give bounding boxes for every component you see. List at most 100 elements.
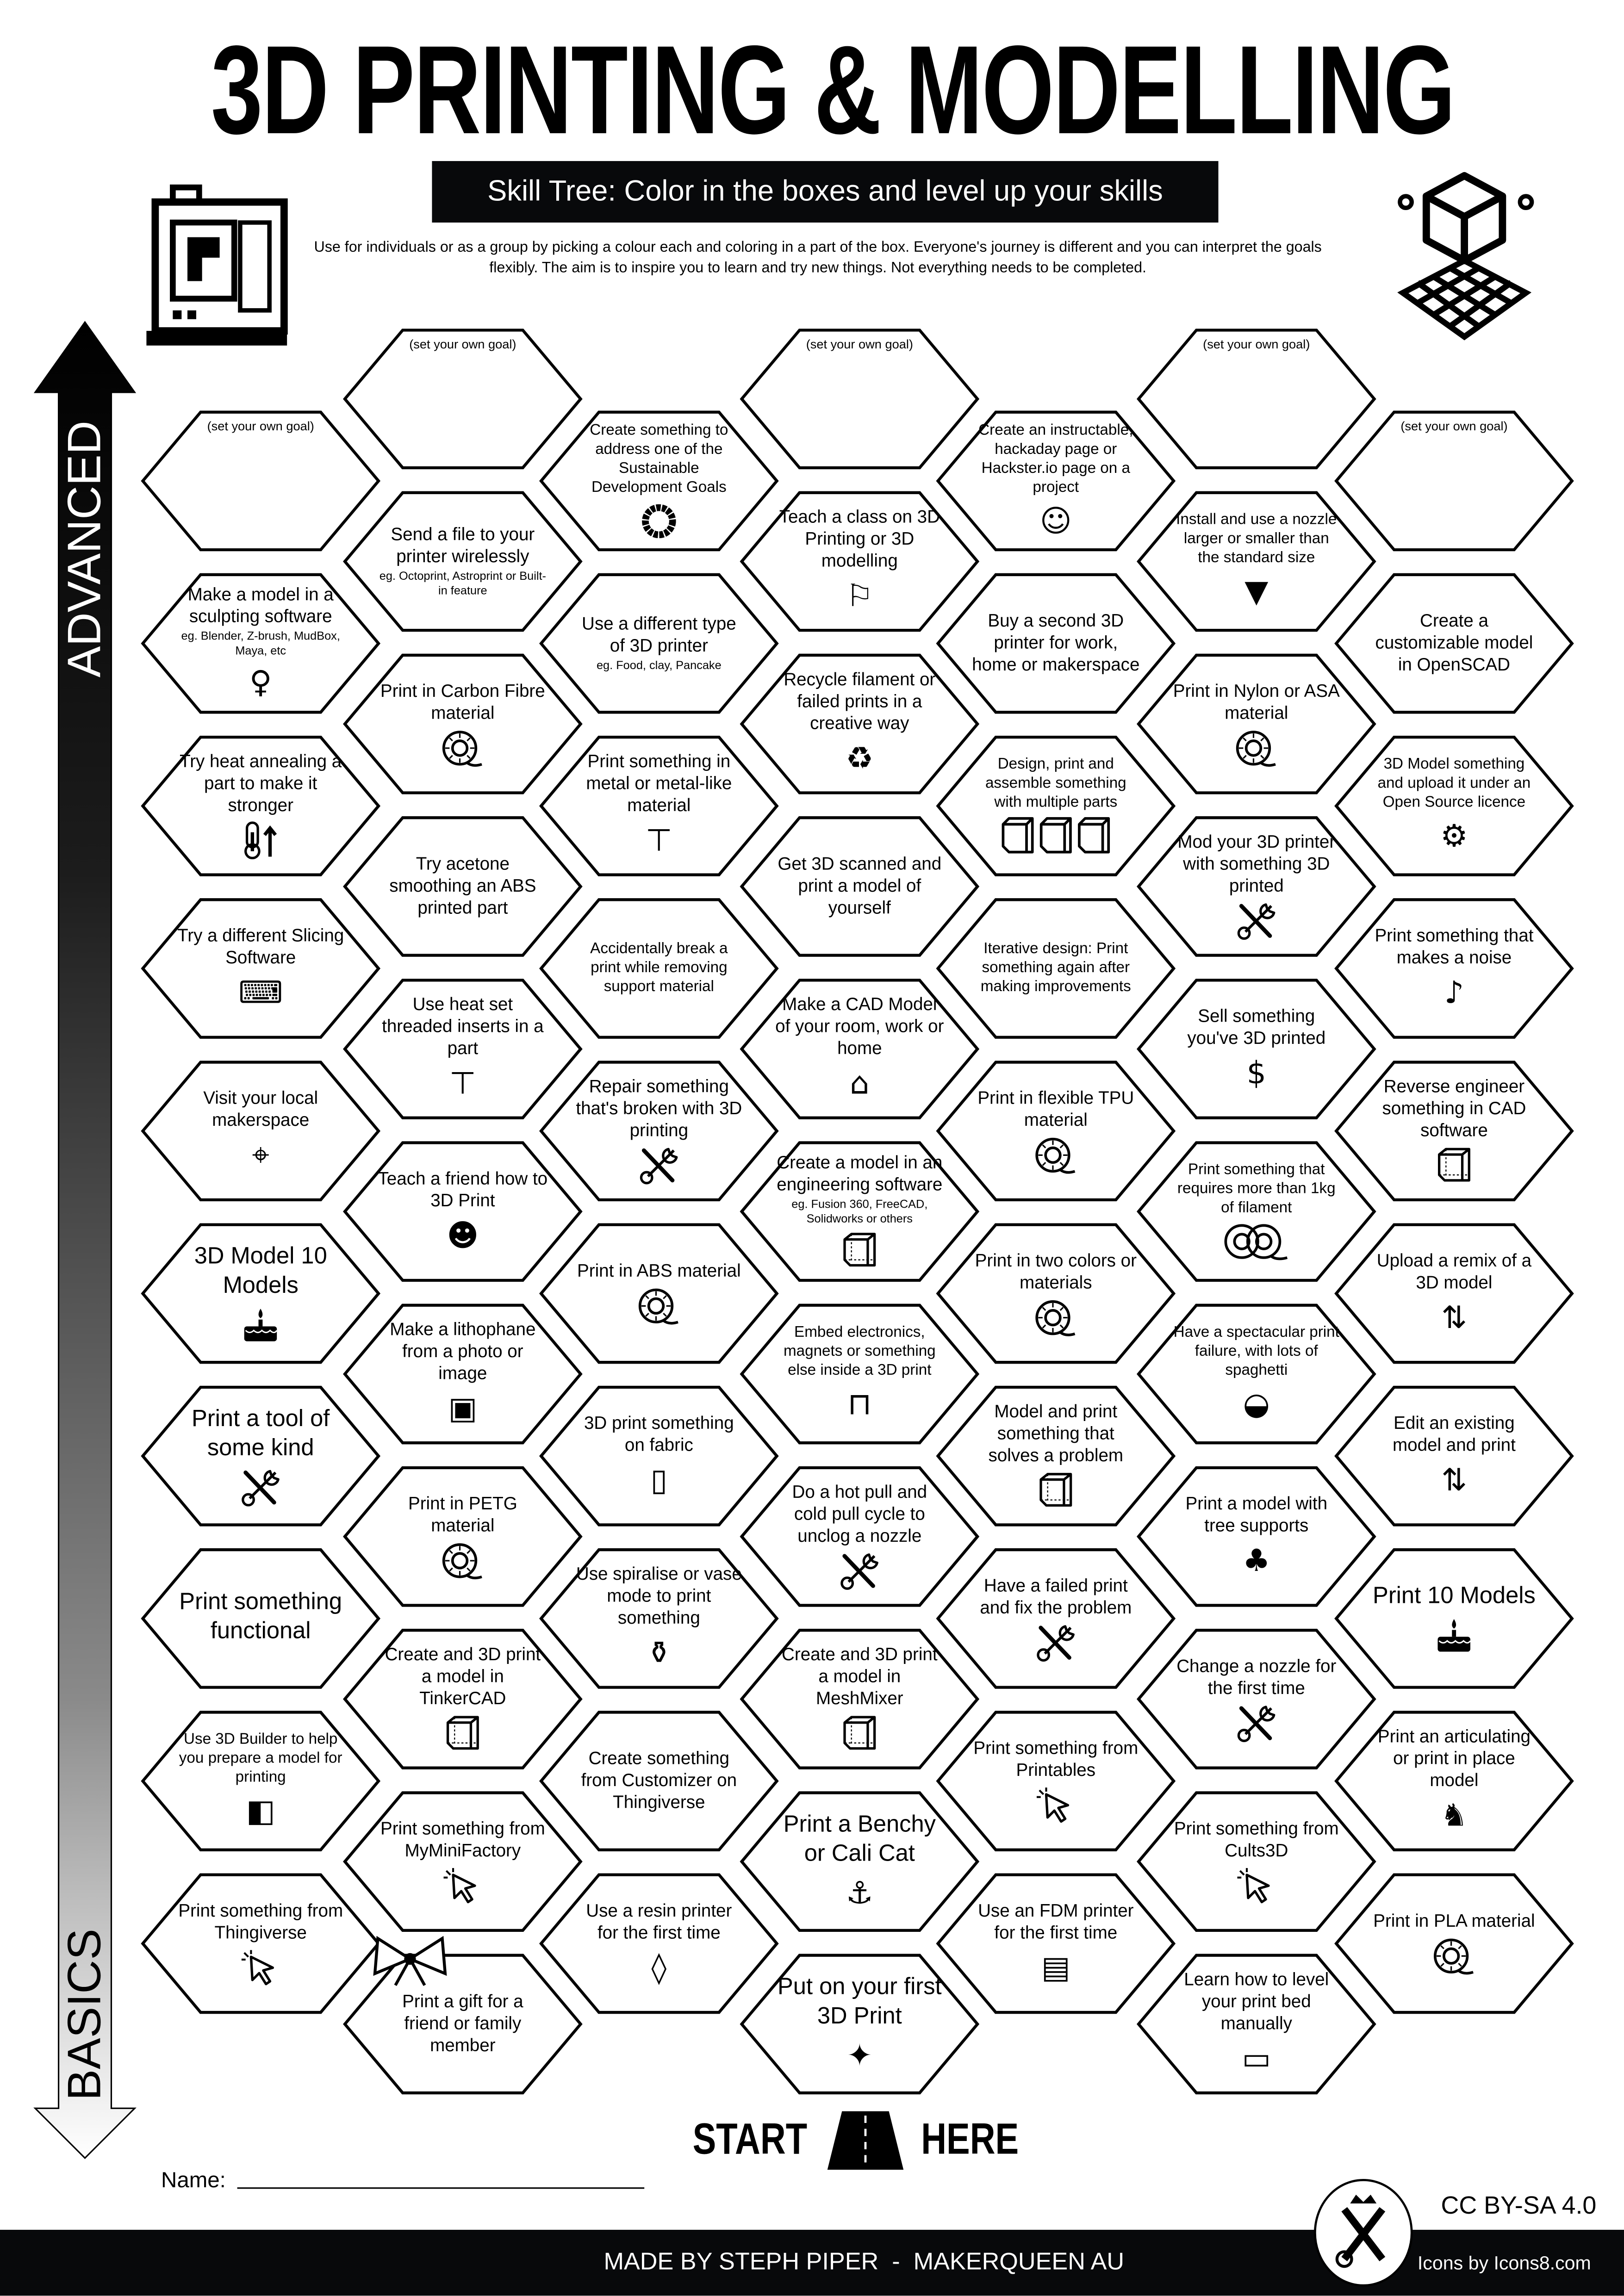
skill-hex[interactable]: Make a lithophane from a photo or image ▣	[342, 1302, 583, 1444]
custom-goal-hex[interactable]: (set your own goal)	[342, 327, 583, 469]
skill-label: Have a failed print and fix the problem	[980, 1574, 1132, 1617]
skill-hex[interactable]: Model and print something that solves a …	[936, 1384, 1176, 1527]
skill-hex[interactable]: Design, print and assemble something wit…	[936, 734, 1176, 876]
skill-hex[interactable]: Create and 3D print a model in MeshMixer	[740, 1627, 980, 1769]
hex-content: Do a hot pull and cold pull cycle to unc…	[775, 1471, 945, 1601]
skill-hex[interactable]: Embed electronics, magnets or something …	[740, 1302, 980, 1444]
skill-hex[interactable]: 3D Model 10 Models	[141, 1222, 381, 1364]
skill-hex[interactable]: Use an FDM printer for the first time ▤	[936, 1872, 1176, 2014]
skill-hex[interactable]: Print something from Cults3D	[1136, 1790, 1376, 1932]
skill-hex[interactable]: Use heat set threaded inserts in a part ⊤	[342, 977, 583, 1119]
skill-hex[interactable]: Use a resin printer for the first time ◊	[539, 1872, 779, 2014]
skill-hex[interactable]: Upload a remix of a 3D model ⇅	[1334, 1222, 1574, 1364]
skill-hex[interactable]: Create a customizable model in OpenSCAD	[1334, 572, 1574, 714]
skill-hex[interactable]: Do a hot pull and cold pull cycle to unc…	[740, 1465, 980, 1607]
hex-outline	[539, 1547, 779, 1688]
cursor-icon	[442, 1866, 483, 1904]
skill-hex[interactable]: Reverse engineer something in CAD softwa…	[1334, 1059, 1574, 1201]
nozzle-icon: ▼	[1244, 574, 1269, 609]
skill-hex[interactable]: Create and 3D print a model in TinkerCAD	[342, 1627, 583, 1769]
custom-goal-hex[interactable]: (set your own goal)	[740, 327, 980, 469]
skill-hex[interactable]: Mod your 3D printer with something 3D pr…	[1136, 815, 1376, 957]
skill-hex[interactable]: Accidentally break a print while removin…	[539, 897, 779, 1039]
skill-label: Visit your local makerspace	[203, 1087, 318, 1130]
skill-hex[interactable]: Print something from Thingiverse	[141, 1872, 381, 2014]
hex-outline	[740, 490, 980, 631]
teach-friend-icon: ☻	[447, 1217, 479, 1253]
skill-hex[interactable]: Print in PLA material	[1334, 1872, 1574, 2014]
skill-hex[interactable]: Iterative design: Print something again …	[936, 897, 1176, 1039]
skill-hex[interactable]: Use 3D Builder to help you prepare a mod…	[141, 1709, 381, 1851]
skill-hex[interactable]: Print in Nylon or ASA material	[1136, 652, 1376, 794]
skill-hex[interactable]: Print a Benchy or Cali Cat ⚓	[740, 1790, 980, 1932]
hex-outline	[936, 1710, 1176, 1851]
hex-outline	[1334, 1872, 1574, 2013]
hex-content: Print something functional	[176, 1553, 346, 1683]
sdg-wheel-icon	[640, 502, 678, 540]
skill-hex[interactable]: Print in ABS material	[539, 1222, 779, 1364]
skill-label: 3D Model 10 Models	[194, 1243, 327, 1298]
skill-hex[interactable]: 3D print something on fabric ▯	[539, 1384, 779, 1527]
name-field[interactable]	[237, 2187, 645, 2189]
skill-hex[interactable]: Install and use a nozzle larger or small…	[1136, 490, 1376, 632]
skill-hex[interactable]: Make a model in a sculpting software eg. …	[141, 572, 381, 714]
skill-hex[interactable]: Have a failed print and fix the problem	[936, 1547, 1176, 1689]
skill-hex[interactable]: Print in two colors or materials	[936, 1222, 1176, 1364]
custom-goal-hex[interactable]: (set your own goal)	[141, 409, 381, 551]
skill-hex[interactable]: Print something that makes a noise ♪	[1334, 897, 1574, 1039]
skill-hex[interactable]: Create an instructable, hackaday page or…	[936, 409, 1176, 551]
skill-hex[interactable]: Print something from MyMiniFactory	[342, 1790, 583, 1932]
hex-content: Iterative design: Print something again …	[971, 903, 1141, 1033]
skill-hex[interactable]: Print in flexible TPU material	[936, 1059, 1176, 1201]
custom-goal-hex[interactable]: (set your own goal)	[1334, 409, 1574, 551]
skill-hex[interactable]: Learn how to level your print bed manual…	[1136, 1952, 1376, 2094]
skill-hex[interactable]: Sell something you've 3D printed $	[1136, 977, 1376, 1119]
skill-hex[interactable]: Try a different Slicing Software ⌨	[141, 897, 381, 1039]
skill-label: Print in PETG material	[408, 1492, 517, 1535]
skill-hex[interactable]: 3D Model something and upload it under a…	[1334, 734, 1574, 876]
hex-outline	[343, 328, 583, 469]
skill-hex[interactable]: Create something to address one of the S…	[539, 409, 779, 551]
skill-hex[interactable]: Try acetone smoothing an ABS printed par…	[342, 815, 583, 957]
skill-hex[interactable]: Print something in metal or metal-like m…	[539, 734, 779, 876]
skill-hex[interactable]: Have a spectacular print failure, with l…	[1136, 1302, 1376, 1444]
hex-outline	[1334, 1222, 1574, 1363]
skill-hex[interactable]: Print something from Printables	[936, 1709, 1176, 1851]
skill-hex[interactable]: Teach a friend how to 3D Print ☻	[342, 1140, 583, 1282]
skill-hex[interactable]: Change a nozzle for the first time	[1136, 1627, 1376, 1769]
skill-hex[interactable]: Put on your first 3D Print ✦	[740, 1952, 980, 2094]
skill-hex[interactable]: Create something from Customizer on Thin…	[539, 1709, 779, 1851]
skill-hex[interactable]: Send a file to your printer wirelessly eg…	[342, 490, 583, 632]
skill-hex[interactable]: Buy a second 3D printer for work, home o…	[936, 572, 1176, 714]
skill-hex[interactable]: Repair something that's broken with 3D p…	[539, 1059, 779, 1201]
skill-hex[interactable]: Print in PETG material	[342, 1465, 583, 1607]
custom-goal-hex[interactable]: (set your own goal)	[1136, 327, 1376, 469]
skill-hex[interactable]: Print in Carbon Fibre material	[342, 652, 583, 794]
skill-label: Have a spectacular print failure, with l…	[1173, 1323, 1339, 1379]
skill-hex[interactable]: Visit your local makerspace ⌖	[141, 1059, 381, 1201]
skill-hex[interactable]: Print a gift for a friend or family memb…	[342, 1952, 583, 2094]
hex-content: Print something that makes a noise ♪	[1369, 903, 1539, 1033]
skill-hex[interactable]: Print a tool of some kind	[141, 1384, 381, 1527]
skill-hex[interactable]: Print a model with tree supports ♣	[1136, 1465, 1376, 1607]
skill-hex[interactable]: Print something functional	[141, 1547, 381, 1689]
skill-hex[interactable]: Print an articulating or print in place …	[1334, 1709, 1574, 1851]
skill-hex[interactable]: Print something that requires more than …	[1136, 1140, 1376, 1282]
spool-icon	[441, 1541, 485, 1579]
skill-examples: eg. Octoprint, Astroprint or Built-in fe…	[379, 569, 546, 597]
skill-hex[interactable]: Try heat annealing a part to make it str…	[141, 734, 381, 876]
skill-hex[interactable]: Get 3D scanned and print a model of your…	[740, 815, 980, 957]
skill-hex[interactable]: Edit an existing model and print ⇅	[1334, 1384, 1574, 1527]
skill-hex[interactable]: Teach a class on 3D Printing or 3D model…	[740, 490, 980, 632]
hex-content: Reverse engineer something in CAD softwa…	[1369, 1065, 1539, 1196]
hex-outline	[343, 653, 583, 794]
skill-hex[interactable]: Recycle filament or failed prints in a c…	[740, 652, 980, 794]
skill-hex[interactable]: Make a CAD Model of your room, work or h…	[740, 977, 980, 1119]
skill-hex[interactable]: Create a model in an engineering softwar…	[740, 1140, 980, 1282]
skill-hex[interactable]: Use a different type of 3D printer eg. Fo…	[539, 572, 779, 714]
skill-hex[interactable]: Print 10 Models	[1334, 1547, 1574, 1689]
hex-content: Try heat annealing a part to make it str…	[176, 740, 346, 870]
skill-hex[interactable]: Use spiralise or vase mode to print some…	[539, 1547, 779, 1689]
skill-label: Do a hot pull and cold pull cycle to unc…	[792, 1482, 927, 1546]
hex-outline	[343, 1790, 583, 1931]
